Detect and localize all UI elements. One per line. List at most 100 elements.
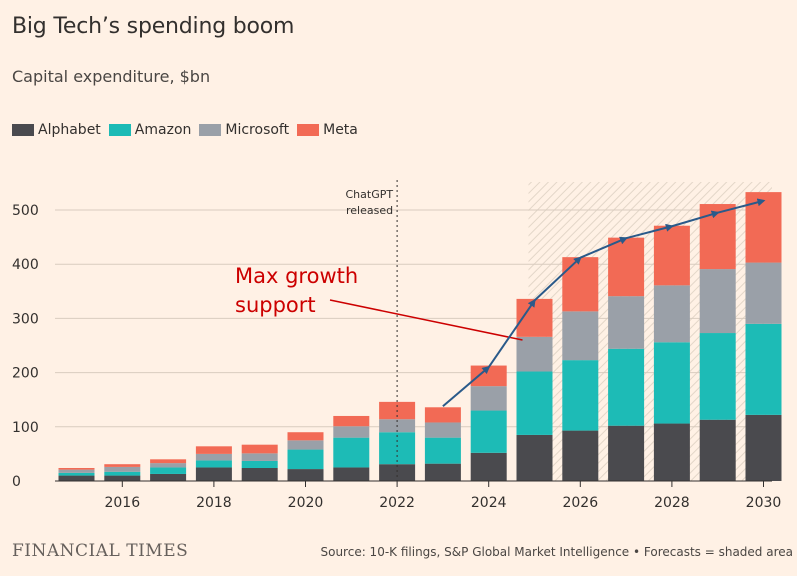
legend-label-alphabet: Alphabet [38, 122, 101, 138]
bar-segment-microsoft-2029 [699, 269, 736, 334]
legend-item-meta: Meta [297, 122, 358, 138]
bar-segment-microsoft-2027 [608, 296, 645, 349]
bar-segment-alphabet-2030 [745, 414, 782, 481]
bar-segment-amazon-2019 [241, 460, 278, 468]
callout-label: Max growth [235, 264, 358, 288]
y-tick-label: 100 [12, 420, 39, 436]
legend-label-meta: Meta [323, 122, 358, 138]
legend-label-amazon: Amazon [134, 122, 192, 138]
bar-segment-amazon-2029 [699, 333, 736, 420]
bar-segment-amazon-2015 [58, 472, 95, 476]
legend-swatch-microsoft [199, 124, 222, 136]
x-tick-label: 2022 [379, 495, 415, 511]
bar-segment-microsoft-2018 [195, 453, 232, 461]
legend-swatch-alphabet [12, 124, 34, 136]
bar-segment-alphabet-2025 [516, 434, 553, 481]
bar-segment-meta-2020 [287, 432, 324, 441]
bar-segment-microsoft-2017 [150, 463, 187, 468]
y-tick-label: 0 [12, 474, 21, 490]
bar-segment-meta-2029 [699, 204, 736, 270]
bar-segment-microsoft-2030 [745, 262, 782, 324]
x-tick-label: 2016 [104, 495, 140, 511]
bar-segment-alphabet-2016 [104, 475, 141, 481]
bar-segment-alphabet-2015 [58, 475, 95, 481]
legend: Alphabet Amazon Microsoft Meta [12, 122, 366, 138]
chatgpt-label: ChatGPT [346, 188, 394, 201]
bar-segment-meta-2021 [333, 415, 370, 427]
trend-arrow-segment [671, 210, 720, 228]
bar-segment-amazon-2021 [333, 437, 370, 468]
x-tick-label: 2024 [471, 495, 507, 511]
bar-segment-amazon-2023 [424, 437, 461, 464]
bar-segment-amazon-2018 [195, 460, 232, 468]
bar-segment-microsoft-2019 [241, 453, 278, 461]
brand-logo-text: FINANCIAL TIMES [12, 541, 189, 561]
bar-segment-amazon-2020 [287, 449, 324, 470]
bar-segment-meta-2023 [424, 407, 461, 423]
bar-segment-amazon-2027 [608, 348, 645, 426]
bar-segment-alphabet-2026 [562, 430, 599, 481]
bar-segment-amazon-2028 [653, 342, 690, 424]
bar-segment-alphabet-2024 [470, 452, 507, 481]
source-note: Source: 10-K filings, S&P Global Market … [320, 545, 793, 559]
trend-arrow-segment [579, 236, 628, 259]
bar-segment-microsoft-2016 [104, 466, 141, 472]
bar-segment-amazon-2024 [470, 410, 507, 453]
bar-segment-alphabet-2018 [195, 467, 232, 481]
bar-segment-alphabet-2029 [699, 419, 736, 481]
bar-segment-alphabet-2019 [241, 467, 278, 481]
bar-segment-microsoft-2024 [470, 386, 507, 411]
bar-segment-alphabet-2017 [150, 473, 187, 481]
bar-segment-meta-2024 [470, 365, 507, 387]
legend-item-amazon: Amazon [108, 122, 192, 138]
legend-item-alphabet: Alphabet [12, 122, 101, 138]
bar-segment-microsoft-2021 [333, 426, 370, 438]
bar-segment-meta-2030 [745, 192, 782, 263]
chart-title: Big Tech’s spending boom [12, 14, 295, 39]
x-tick-label: 2018 [196, 495, 232, 511]
bar-segment-alphabet-2020 [287, 469, 324, 481]
bar-segment-meta-2018 [195, 446, 232, 454]
y-tick-label: 500 [12, 203, 39, 219]
x-tick-label: 2026 [562, 495, 598, 511]
bar-segment-microsoft-2015 [58, 469, 95, 473]
bar-segment-alphabet-2022 [379, 464, 416, 481]
bar-segment-amazon-2022 [379, 432, 416, 465]
bar-segment-meta-2019 [241, 444, 278, 454]
x-tick-label: 2020 [288, 495, 324, 511]
trend-arrow-segment [625, 223, 674, 240]
bar-segment-meta-2016 [104, 464, 141, 467]
chart-subtitle: Capital expenditure, $bn [12, 67, 211, 86]
bar-segment-meta-2028 [653, 225, 690, 286]
bar-segment-amazon-2026 [562, 360, 599, 431]
bar-segment-alphabet-2023 [424, 463, 461, 481]
bar-segment-amazon-2025 [516, 371, 553, 435]
bar-segment-microsoft-2026 [562, 311, 599, 361]
trend-arrow-segment [487, 298, 536, 368]
bar-segment-meta-2027 [608, 237, 645, 297]
x-tick-label: 2030 [746, 495, 782, 511]
x-tick-label: 2028 [654, 495, 690, 511]
legend-label-microsoft: Microsoft [225, 122, 290, 138]
bar-segment-microsoft-2025 [516, 336, 553, 372]
bar-segment-amazon-2030 [745, 323, 782, 415]
callout-pointer-line [329, 299, 523, 341]
bar-segment-meta-2026 [562, 257, 599, 312]
bar-segment-alphabet-2021 [333, 467, 370, 481]
bar-segment-microsoft-2020 [287, 440, 324, 450]
chatgpt-label: released [346, 204, 393, 217]
bar-segment-alphabet-2028 [653, 423, 690, 481]
bar-segment-meta-2015 [58, 467, 95, 470]
callout-label: support [235, 293, 316, 317]
trend-arrow-segment [717, 198, 766, 214]
legend-item-microsoft: Microsoft [199, 122, 289, 138]
bar-segment-amazon-2016 [104, 471, 141, 476]
y-tick-label: 400 [12, 257, 39, 273]
bar-segment-alphabet-2027 [608, 425, 645, 481]
trend-arrow-segment [442, 365, 491, 407]
bar-segment-microsoft-2028 [653, 285, 690, 343]
legend-swatch-meta [297, 124, 320, 136]
bar-segment-amazon-2017 [150, 467, 187, 474]
legend-swatch-amazon [108, 124, 131, 136]
